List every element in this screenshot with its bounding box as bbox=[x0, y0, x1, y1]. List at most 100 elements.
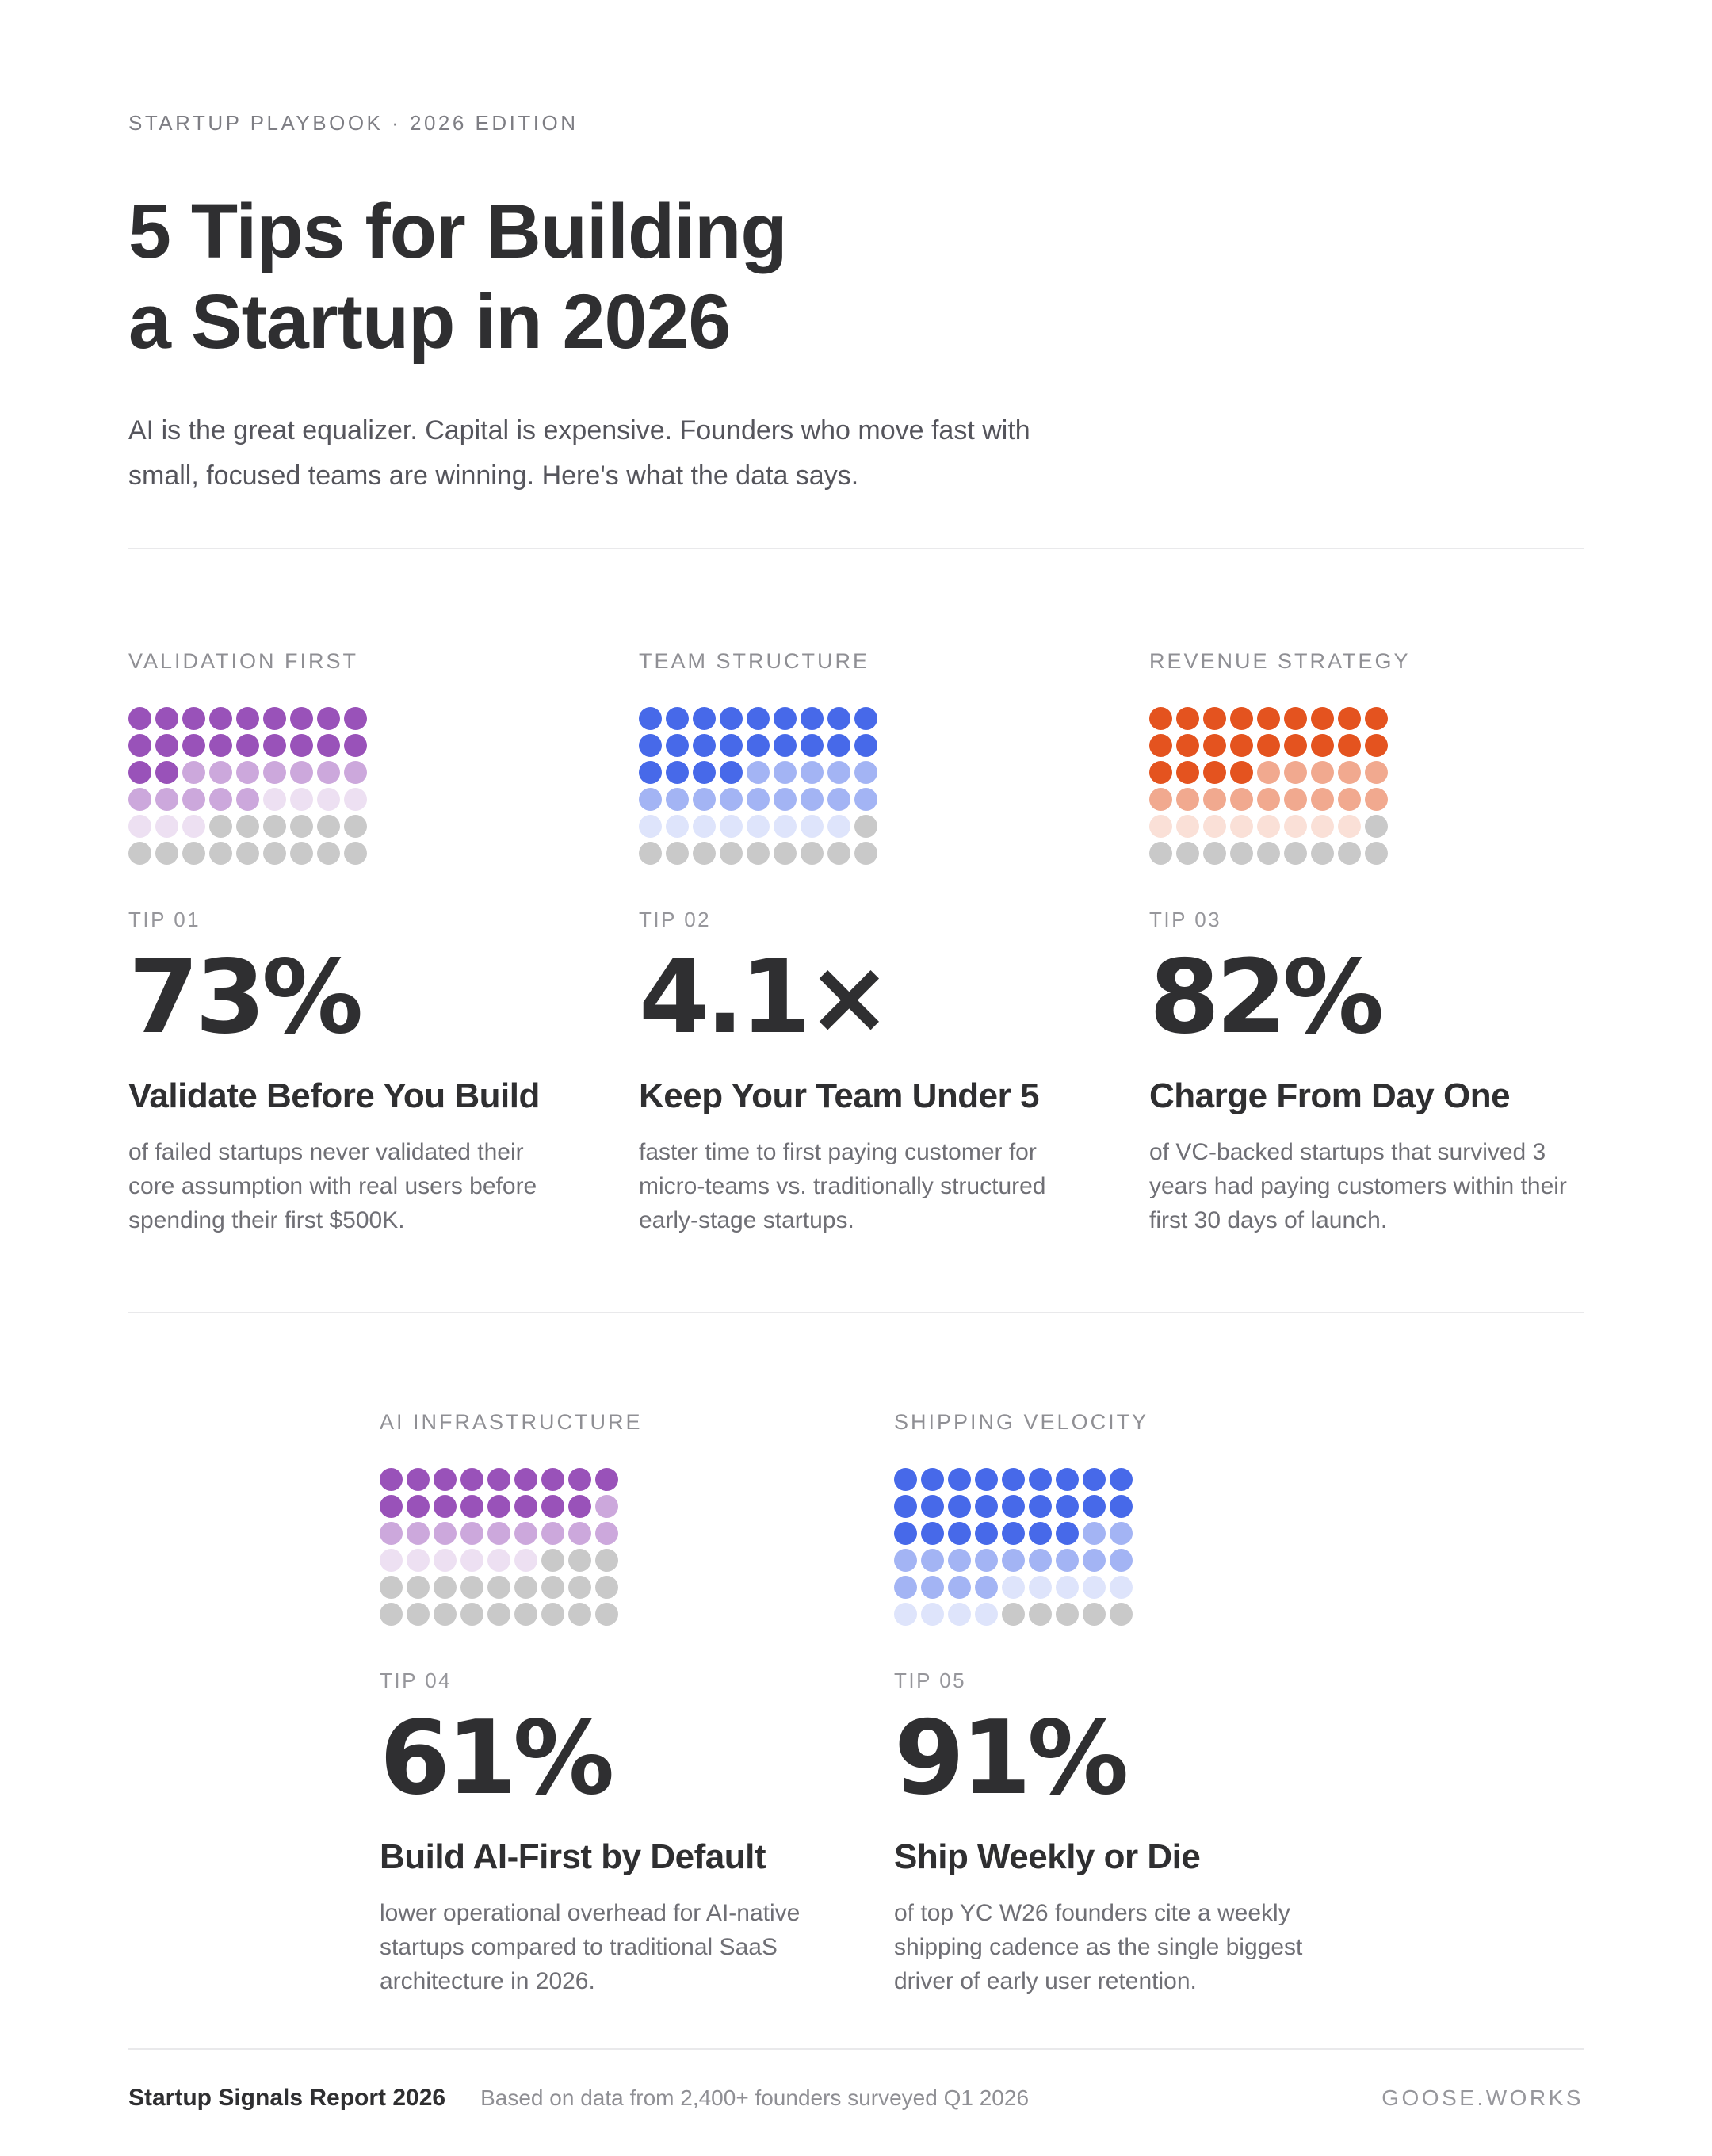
tip-number-label: TIP 05 bbox=[894, 1669, 967, 1693]
tip-body: of top YC W26 founders cite a weekly shi… bbox=[894, 1900, 1303, 1995]
waffle-dot-empty bbox=[487, 1576, 510, 1600]
section-label: SHIPPING VELOCITY bbox=[894, 1410, 1149, 1435]
waffle-dot-filled bbox=[155, 788, 178, 811]
waffle-dot-empty bbox=[595, 1576, 618, 1600]
footer-note: Based on data from 2,400+ founders surve… bbox=[480, 2085, 1030, 2110]
waffle-dot-empty bbox=[693, 842, 716, 865]
waffle-dot-filled bbox=[720, 707, 743, 730]
waffle-dot-filled bbox=[720, 815, 743, 838]
waffle-dot-filled bbox=[209, 761, 232, 784]
waffle-dot-filled bbox=[1083, 1522, 1106, 1546]
waffle-dot-filled bbox=[921, 1468, 944, 1492]
waffle-dot-filled bbox=[720, 734, 743, 757]
waffle-dot-filled bbox=[693, 707, 716, 730]
waffle-dot-filled bbox=[1230, 707, 1253, 730]
waffle-dot-filled bbox=[407, 1495, 430, 1519]
waffle-dot-filled bbox=[666, 734, 689, 757]
waffle-dot-filled bbox=[975, 1549, 998, 1573]
waffle-dot-empty bbox=[1257, 842, 1280, 865]
waffle-dot-filled bbox=[948, 1549, 971, 1573]
waffle-dot-empty bbox=[182, 842, 205, 865]
waffle-dot-filled bbox=[921, 1549, 944, 1573]
page-title: 5 Tips for Building a Startup in 2026 bbox=[128, 186, 1584, 367]
waffle-dot-filled bbox=[1002, 1522, 1025, 1546]
waffle-dot-filled bbox=[155, 815, 178, 838]
waffle-dot-filled bbox=[1365, 761, 1388, 784]
waffle-dot-filled bbox=[182, 707, 205, 730]
waffle-dot-empty bbox=[1230, 842, 1253, 865]
waffle-dot-filled bbox=[1284, 734, 1307, 757]
waffle-dot-filled bbox=[1338, 815, 1361, 838]
waffle-dot-filled bbox=[1056, 1468, 1079, 1492]
waffle-dot-filled bbox=[666, 707, 689, 730]
waffle-dot-filled bbox=[595, 1522, 618, 1546]
waffle-dot-filled bbox=[1284, 788, 1307, 811]
waffle-dot-empty bbox=[568, 1549, 591, 1573]
waffle-dot-empty bbox=[1311, 842, 1334, 865]
waffle-dot-empty bbox=[720, 842, 743, 865]
waffle-dot-empty bbox=[460, 1603, 483, 1627]
waffle-chart-validation bbox=[128, 707, 367, 865]
waffle-dot-filled bbox=[666, 815, 689, 838]
waffle-dot-filled bbox=[639, 761, 662, 784]
waffle-dot-filled bbox=[236, 761, 259, 784]
waffle-dot-filled bbox=[801, 761, 824, 784]
waffle-dot-filled bbox=[1083, 1576, 1106, 1600]
waffle-dot-filled bbox=[541, 1468, 564, 1492]
waffle-dot-filled bbox=[290, 734, 313, 757]
waffle-dot-empty bbox=[827, 842, 850, 865]
stat-value: 91% bbox=[894, 1699, 1129, 1818]
waffle-dot-filled bbox=[639, 815, 662, 838]
tip-number-label: TIP 04 bbox=[380, 1669, 453, 1693]
waffle-dot-empty bbox=[344, 815, 367, 838]
waffle-dot-filled bbox=[209, 734, 232, 757]
waffle-chart-team bbox=[639, 707, 877, 865]
waffle-dot-filled bbox=[1110, 1576, 1133, 1600]
waffle-dot-filled bbox=[1149, 734, 1172, 757]
waffle-dot-filled bbox=[1176, 734, 1199, 757]
waffle-dot-empty bbox=[541, 1576, 564, 1600]
divider-top bbox=[128, 548, 1584, 549]
waffle-dot-filled bbox=[1083, 1549, 1106, 1573]
waffle-dot-filled bbox=[1284, 761, 1307, 784]
waffle-dot-filled bbox=[487, 1549, 510, 1573]
waffle-dot-filled bbox=[541, 1495, 564, 1519]
page-title-line-1: 5 Tips for Building bbox=[128, 188, 788, 274]
waffle-dot-filled bbox=[921, 1522, 944, 1546]
waffle-dot-filled bbox=[827, 707, 850, 730]
waffle-dot-empty bbox=[317, 815, 340, 838]
waffle-dot-filled bbox=[1149, 788, 1172, 811]
waffle-dot-empty bbox=[595, 1549, 618, 1573]
waffle-dot-filled bbox=[1365, 707, 1388, 730]
waffle-dot-filled bbox=[1311, 788, 1334, 811]
waffle-dot-filled bbox=[747, 788, 770, 811]
waffle-dot-filled bbox=[317, 734, 340, 757]
waffle-dot-filled bbox=[460, 1468, 483, 1492]
waffle-dot-filled bbox=[209, 788, 232, 811]
stat-value: 61% bbox=[380, 1699, 614, 1818]
footer-report-title: Startup Signals Report 2026 bbox=[128, 2085, 446, 2111]
waffle-dot-filled bbox=[693, 815, 716, 838]
waffle-dot-filled bbox=[460, 1549, 483, 1573]
waffle-dot-filled bbox=[1203, 788, 1226, 811]
waffle-dot-filled bbox=[894, 1522, 917, 1546]
waffle-dot-filled bbox=[1284, 815, 1307, 838]
divider-middle bbox=[128, 1312, 1584, 1314]
waffle-dot-filled bbox=[407, 1522, 430, 1546]
footer-brand: GOOSE.WORKS bbox=[1381, 2085, 1584, 2110]
waffle-dot-filled bbox=[827, 761, 850, 784]
waffle-dot-filled bbox=[948, 1468, 971, 1492]
tip-card-5: SHIPPING VELOCITY TIP 05 91% Ship Weekly… bbox=[894, 1410, 1332, 1998]
waffle-dot-filled bbox=[1029, 1576, 1052, 1600]
waffle-dot-filled bbox=[460, 1522, 483, 1546]
waffle-dot-filled bbox=[921, 1576, 944, 1600]
waffle-dot-filled bbox=[1257, 734, 1280, 757]
waffle-dot-empty bbox=[1203, 842, 1226, 865]
waffle-dot-filled bbox=[1203, 734, 1226, 757]
waffle-dot-empty bbox=[236, 842, 259, 865]
waffle-dot-empty bbox=[541, 1549, 564, 1573]
waffle-dot-filled bbox=[434, 1549, 457, 1573]
waffle-dot-filled bbox=[720, 788, 743, 811]
waffle-dot-filled bbox=[827, 734, 850, 757]
